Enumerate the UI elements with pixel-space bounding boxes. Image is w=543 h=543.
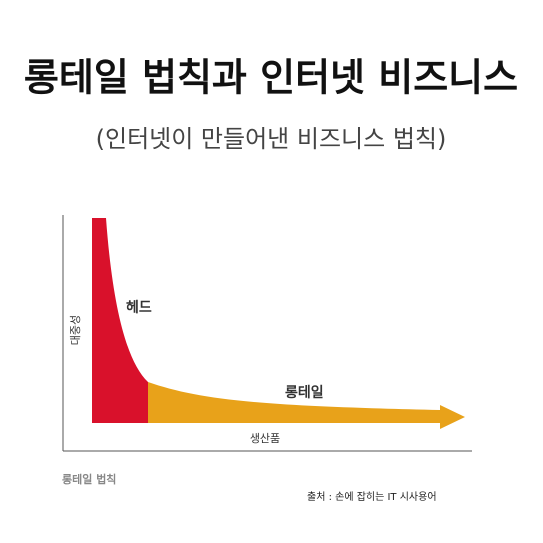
tail-area [148,382,465,429]
tail-label: 롱테일 [285,385,324,401]
head-area [92,218,148,423]
subtitle: (인터넷이 만들어낸 비즈니스 법칙) [96,125,447,153]
y-axis-label: 대중성 [69,315,82,345]
source: 출처 : 손에 잡히는 IT 시사용어 [307,491,437,503]
title: 롱테일 법칙과 인터넷 비즈니스 [24,56,518,100]
x-axis-label: 생산품 [250,432,280,445]
head-label: 헤드 [126,300,152,316]
caption: 롱테일 법칙 [62,472,116,486]
